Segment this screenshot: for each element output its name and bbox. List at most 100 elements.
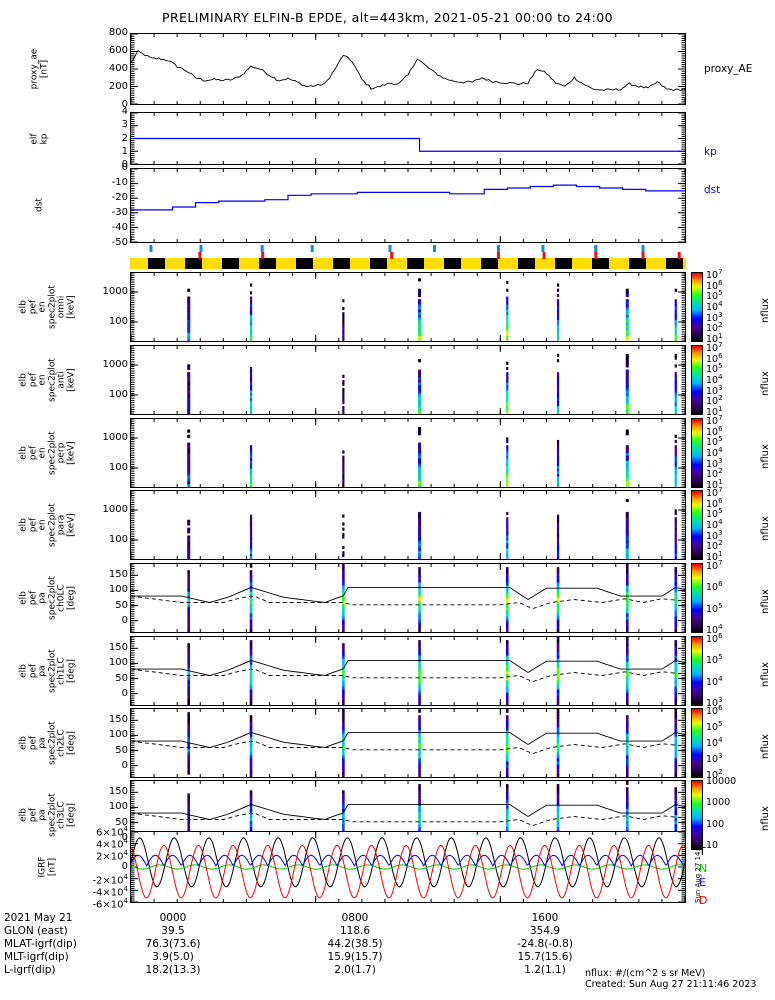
- footer-note-nflux: nflux: #/(cm^2 s sr MeV): [585, 968, 706, 979]
- colorbar-tick-cb_anti-0: 107: [706, 341, 723, 355]
- panel-proxy-ae: [130, 33, 686, 105]
- ytick-pa-ch0-2: 50: [115, 599, 128, 611]
- igrf-legend-e: E: [699, 876, 706, 889]
- ytick-pa-ch3-3: 0: [121, 832, 128, 844]
- colorbar-name-cb_perp: nflux: [760, 444, 771, 469]
- colorbar-tick-cb_omni-6: 101: [706, 332, 723, 346]
- colorbar-tick-cb_ch1-0: 106: [706, 632, 723, 646]
- colorbar-cb_ch0: [691, 563, 703, 633]
- ytick-pa-ch0-3: 0: [121, 615, 128, 627]
- colorbar-tick-cb_ch2-2: 104: [706, 736, 723, 750]
- footer-value-2-c3: -24.8(-0.8): [517, 938, 573, 950]
- footer-value-0-c3: 1600: [531, 912, 559, 924]
- colorbar-tick-cb_ch2-0: 106: [706, 704, 723, 718]
- ytick-en-perp-100: 100: [108, 462, 128, 474]
- colorbar-name-cb_para: nflux: [760, 516, 771, 541]
- colorbar-name-cb_omni: nflux: [760, 298, 771, 323]
- ytick-dst-4: -40: [111, 222, 128, 233]
- footer-note-created: Created: Sun Aug 27 21:11:46 2023: [585, 979, 757, 990]
- colorbar-tick-cb_anti-3: 104: [706, 373, 723, 387]
- footer-value-3-c3: 15.7(15.6): [517, 951, 573, 963]
- colorbar-tick-cb_ch1-3: 103: [706, 696, 723, 710]
- ytick-proxy-ae-4: 0: [121, 99, 128, 110]
- panel-energy-para: [130, 490, 686, 560]
- colorbar-tick-cb_para-6: 101: [706, 550, 723, 564]
- colorbar-tick-cb_ch1-1: 105: [706, 653, 723, 667]
- footer-value-4-c1: 18.2(13.3): [145, 964, 201, 976]
- colorbar-cb_ch3: [691, 780, 703, 850]
- ytick-en-anti-100: 100: [108, 389, 128, 401]
- ytick-pa-ch1-0: 150: [108, 641, 128, 653]
- ytick-pa-ch2-2: 50: [115, 744, 128, 756]
- ytick-pa-ch2-1: 100: [108, 729, 128, 741]
- ytick-pa-ch2-3: 0: [121, 760, 128, 772]
- ytick-pa-ch1-3: 0: [121, 688, 128, 700]
- colorbar-name-cb_ch2: nflux: [760, 734, 771, 759]
- page-title: PRELIMINARY ELFIN-B EPDE, alt=443km, 202…: [162, 10, 613, 25]
- footer-value-1-c1: 39.5: [161, 925, 185, 937]
- colorbar-tick-cb_omni-1: 106: [706, 278, 723, 292]
- colorbar-tick-cb_anti-5: 102: [706, 394, 723, 408]
- colorbar-tick-cb_omni-0: 107: [706, 268, 723, 282]
- colorbar-name-cb_ch1: nflux: [760, 662, 771, 687]
- ytick-igrf-3: 0: [121, 861, 128, 872]
- footer-value-0-c1: 0000: [159, 912, 187, 924]
- ytick-proxy-ae-1: 600: [108, 45, 128, 56]
- ytick-pa-ch0-0: 150: [108, 568, 128, 580]
- colorbar-tick-cb_anti-2: 105: [706, 362, 723, 376]
- ytick-pa-ch3-2: 50: [115, 816, 128, 828]
- colorbar-name-cb_ch0: nflux: [760, 589, 771, 614]
- colorbar-tick-cb_ch3-0: 10000: [706, 776, 737, 787]
- panel-energy-omni: [130, 272, 686, 342]
- ytick-igrf-0: 6×104: [96, 825, 128, 839]
- colorbar-tick-cb_perp-5: 102: [706, 467, 723, 481]
- legend-proxy-ae: proxy_AE: [704, 63, 753, 75]
- ytick-en-omni-1000: 1000: [102, 285, 128, 297]
- ytick-proxy-ae-3: 200: [108, 81, 128, 92]
- colorbar-tick-cb_perp-1: 106: [706, 424, 723, 438]
- footer-value-2-c2: 44.2(38.5): [327, 938, 383, 950]
- colorbar-tick-cb_omni-3: 104: [706, 300, 723, 314]
- ytick-kp-2: 2: [121, 132, 128, 144]
- colorbar-tick-cb_ch2-4: 102: [706, 768, 723, 782]
- ytick-kp-1: 3: [121, 119, 128, 131]
- footer-label-1: GLON (east): [4, 925, 68, 937]
- ytick-kp-0: 4: [121, 106, 128, 117]
- footer-label-2: MLAT-igrf(dip): [4, 938, 77, 950]
- colorbar-tick-cb_omni-5: 102: [706, 321, 723, 335]
- ytick-pa-ch0-1: 100: [108, 584, 128, 596]
- colorbar-tick-cb_para-5: 102: [706, 539, 723, 553]
- colorbar-cb_omni: [691, 272, 703, 342]
- colorbar-cb_perp: [691, 418, 703, 488]
- panel-pitchangle-ch0: [130, 563, 686, 633]
- ytick-dst-2: -20: [111, 192, 128, 203]
- colorbar-tick-cb_perp-0: 107: [706, 414, 723, 428]
- science-zone-bar: [130, 258, 686, 269]
- colorbar-tick-cb_ch0-1: 106: [706, 580, 723, 594]
- panel-dst: [130, 168, 686, 243]
- ytick-pa-ch1-1: 100: [108, 657, 128, 669]
- colorbar-tick-cb_omni-2: 105: [706, 289, 723, 303]
- panel-energy-anti: [130, 345, 686, 415]
- ytick-proxy-ae-2: 400: [108, 63, 128, 74]
- footer-value-0-c2: 0800: [341, 912, 369, 924]
- igrf-legend-d: D: [699, 894, 708, 907]
- colorbar-tick-cb_perp-4: 103: [706, 456, 723, 470]
- ytick-igrf-2: 2×104: [96, 849, 128, 863]
- ytick-igrf-6: -6×104: [92, 897, 128, 911]
- colorbar-tick-cb_perp-6: 101: [706, 478, 723, 492]
- colorbar-tick-cb_ch2-3: 103: [706, 752, 723, 766]
- footer-value-1-c2: 118.6: [339, 925, 371, 937]
- colorbar-tick-cb_para-2: 105: [706, 507, 723, 521]
- ytick-dst-3: -30: [111, 207, 128, 218]
- colorbar-tick-cb_anti-4: 103: [706, 383, 723, 397]
- ytick-pa-ch3-1: 100: [108, 801, 128, 813]
- colorbar-tick-cb_ch3-3: 10: [706, 840, 719, 851]
- ytick-en-anti-1000: 1000: [102, 358, 128, 370]
- colorbar-tick-cb_ch0-3: 104: [706, 623, 723, 637]
- footer-label-3: MLT-igrf(dip): [4, 951, 69, 963]
- panel-energy-perp: [130, 418, 686, 488]
- ytick-en-para-1000: 1000: [102, 503, 128, 515]
- colorbar-tick-cb_anti-6: 101: [706, 405, 723, 419]
- legend-dst: dst: [704, 184, 721, 196]
